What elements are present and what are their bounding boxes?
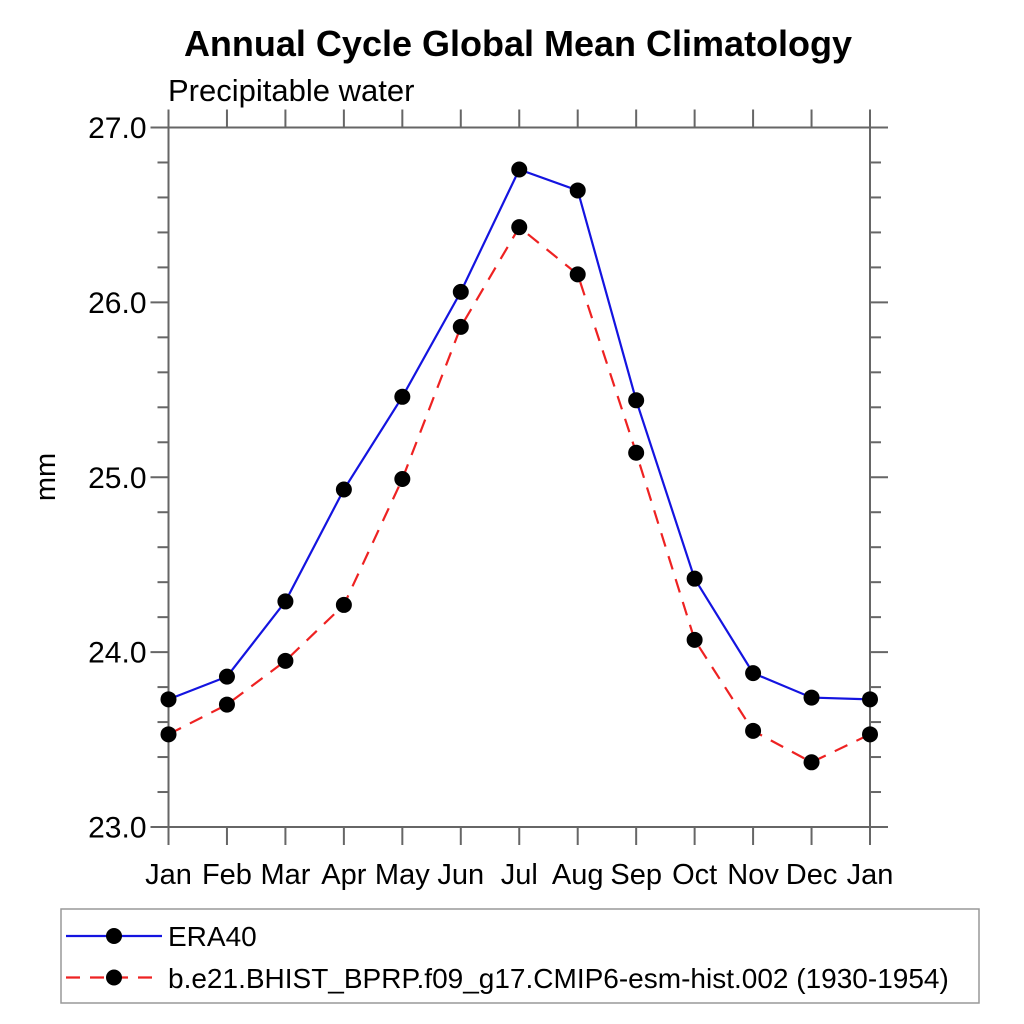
- legend: ERA40 b.e21.BHIST_BPRP.f09_g17.CMIP6-esm…: [60, 908, 980, 1004]
- data-point-marker: [394, 388, 411, 405]
- data-point-marker: [862, 691, 878, 708]
- chart-title: Annual Cycle Global Mean Climatology: [184, 23, 852, 64]
- legend-marker-icon: [106, 969, 122, 986]
- data-point-marker: [335, 596, 352, 613]
- x-axis-month-ticks: [167, 109, 871, 845]
- chart-subtitle: Precipitable water: [168, 73, 414, 108]
- data-point-marker: [160, 726, 177, 743]
- data-point-marker: [569, 182, 586, 199]
- data-point-markers: [160, 161, 878, 771]
- y-tick-label: 27.0: [88, 112, 146, 145]
- month-label: May: [375, 859, 430, 891]
- y-tick-label: 24.0: [88, 637, 146, 670]
- data-point-marker: [218, 668, 235, 685]
- data-point-marker: [628, 392, 645, 409]
- data-series-lines: [168, 168, 871, 764]
- month-label: Jan: [145, 859, 192, 891]
- month-label: Mar: [260, 859, 310, 891]
- data-point-marker: [511, 161, 528, 178]
- legend-label-model: b.e21.BHIST_BPRP.f09_g17.CMIP6-esm-hist.…: [168, 963, 949, 994]
- month-label: Dec: [786, 859, 838, 891]
- month-label: Nov: [727, 859, 779, 891]
- data-point-marker: [686, 570, 703, 587]
- legend-entry-model: b.e21.BHIST_BPRP.f09_g17.CMIP6-esm-hist.…: [66, 963, 949, 994]
- y-axis-major-ticks: [150, 126, 888, 828]
- y-tick-label: 25.0: [88, 462, 146, 495]
- legend-marker-icon: [106, 928, 122, 944]
- data-point-marker: [394, 470, 411, 487]
- data-point-marker: [452, 283, 469, 300]
- month-label: Oct: [672, 859, 717, 891]
- month-label: Jan: [847, 859, 894, 891]
- month-label: Jun: [437, 859, 484, 891]
- data-point-marker: [569, 266, 586, 283]
- y-axis-minor-ticks: [157, 161, 881, 794]
- data-point-marker: [160, 691, 177, 708]
- legend-entry-era40: ERA40: [66, 921, 257, 952]
- legend-box: [60, 908, 980, 1004]
- data-point-marker: [686, 631, 703, 648]
- y-tick-label: 23.0: [88, 812, 146, 845]
- y-axis-label: mm: [30, 453, 62, 501]
- data-point-marker: [803, 689, 820, 706]
- month-label: Aug: [552, 859, 604, 891]
- series-line-era40: [168, 168, 871, 701]
- data-point-marker: [745, 722, 762, 739]
- month-label: Feb: [202, 859, 252, 891]
- y-tick-label: 26.0: [88, 287, 146, 320]
- data-point-marker: [803, 754, 820, 771]
- legend-label-era40: ERA40: [168, 921, 257, 952]
- data-point-marker: [218, 696, 235, 713]
- data-point-marker: [745, 665, 762, 682]
- series-line-model: [168, 225, 871, 764]
- data-point-marker: [511, 219, 528, 236]
- data-point-marker: [335, 481, 352, 498]
- data-point-marker: [628, 444, 645, 461]
- y-axis-tick-labels: 23.0 24.0 25.0 26.0 27.0: [88, 112, 146, 845]
- x-axis-month-labels: Jan Feb Mar Apr May Jun Jul Aug Sep Oct Nov Dec Jan: [145, 859, 893, 891]
- month-label: Sep: [610, 859, 662, 891]
- data-point-marker: [277, 652, 294, 669]
- data-point-marker: [862, 726, 878, 743]
- data-point-marker: [277, 593, 294, 610]
- month-label: Apr: [321, 859, 366, 891]
- month-label: Jul: [501, 859, 538, 891]
- data-point-marker: [452, 318, 469, 335]
